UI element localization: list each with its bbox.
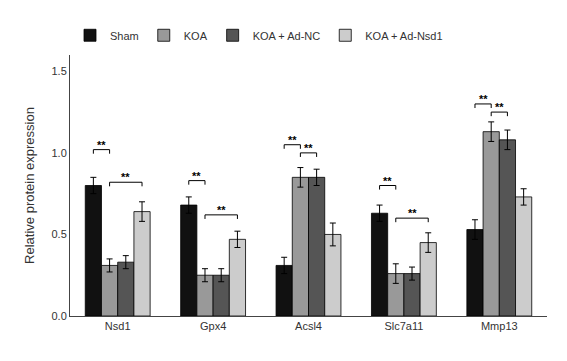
svg-text:KOA: KOA	[184, 30, 208, 42]
svg-text:Relative protein expression: Relative protein expression	[22, 107, 37, 264]
svg-text:**: **	[97, 139, 106, 151]
svg-text:Gpx4: Gpx4	[200, 320, 226, 332]
svg-text:1.5: 1.5	[52, 65, 67, 77]
svg-text:Nsd1: Nsd1	[105, 320, 131, 332]
svg-text:Mmp13: Mmp13	[481, 320, 518, 332]
svg-text:Acsl4: Acsl4	[295, 320, 322, 332]
svg-text:1.0: 1.0	[52, 147, 67, 159]
svg-text:**: **	[479, 93, 488, 105]
svg-text:**: **	[217, 204, 226, 216]
svg-text:**: **	[192, 170, 201, 182]
svg-text:**: **	[121, 171, 130, 183]
svg-text:**: **	[304, 142, 313, 154]
svg-text:**: **	[408, 207, 417, 219]
svg-text:**: **	[383, 175, 392, 187]
svg-text:0.5: 0.5	[52, 228, 67, 240]
svg-text:KOA + Ad-NC: KOA + Ad-NC	[253, 30, 321, 42]
svg-text:Sham: Sham	[110, 30, 139, 42]
svg-text:**: **	[495, 101, 504, 113]
svg-text:KOA + Ad-Nsd1: KOA + Ad-Nsd1	[365, 30, 442, 42]
svg-text:Slc7a11: Slc7a11	[384, 320, 423, 332]
svg-text:0.0: 0.0	[52, 310, 67, 322]
svg-text:**: **	[288, 134, 297, 146]
